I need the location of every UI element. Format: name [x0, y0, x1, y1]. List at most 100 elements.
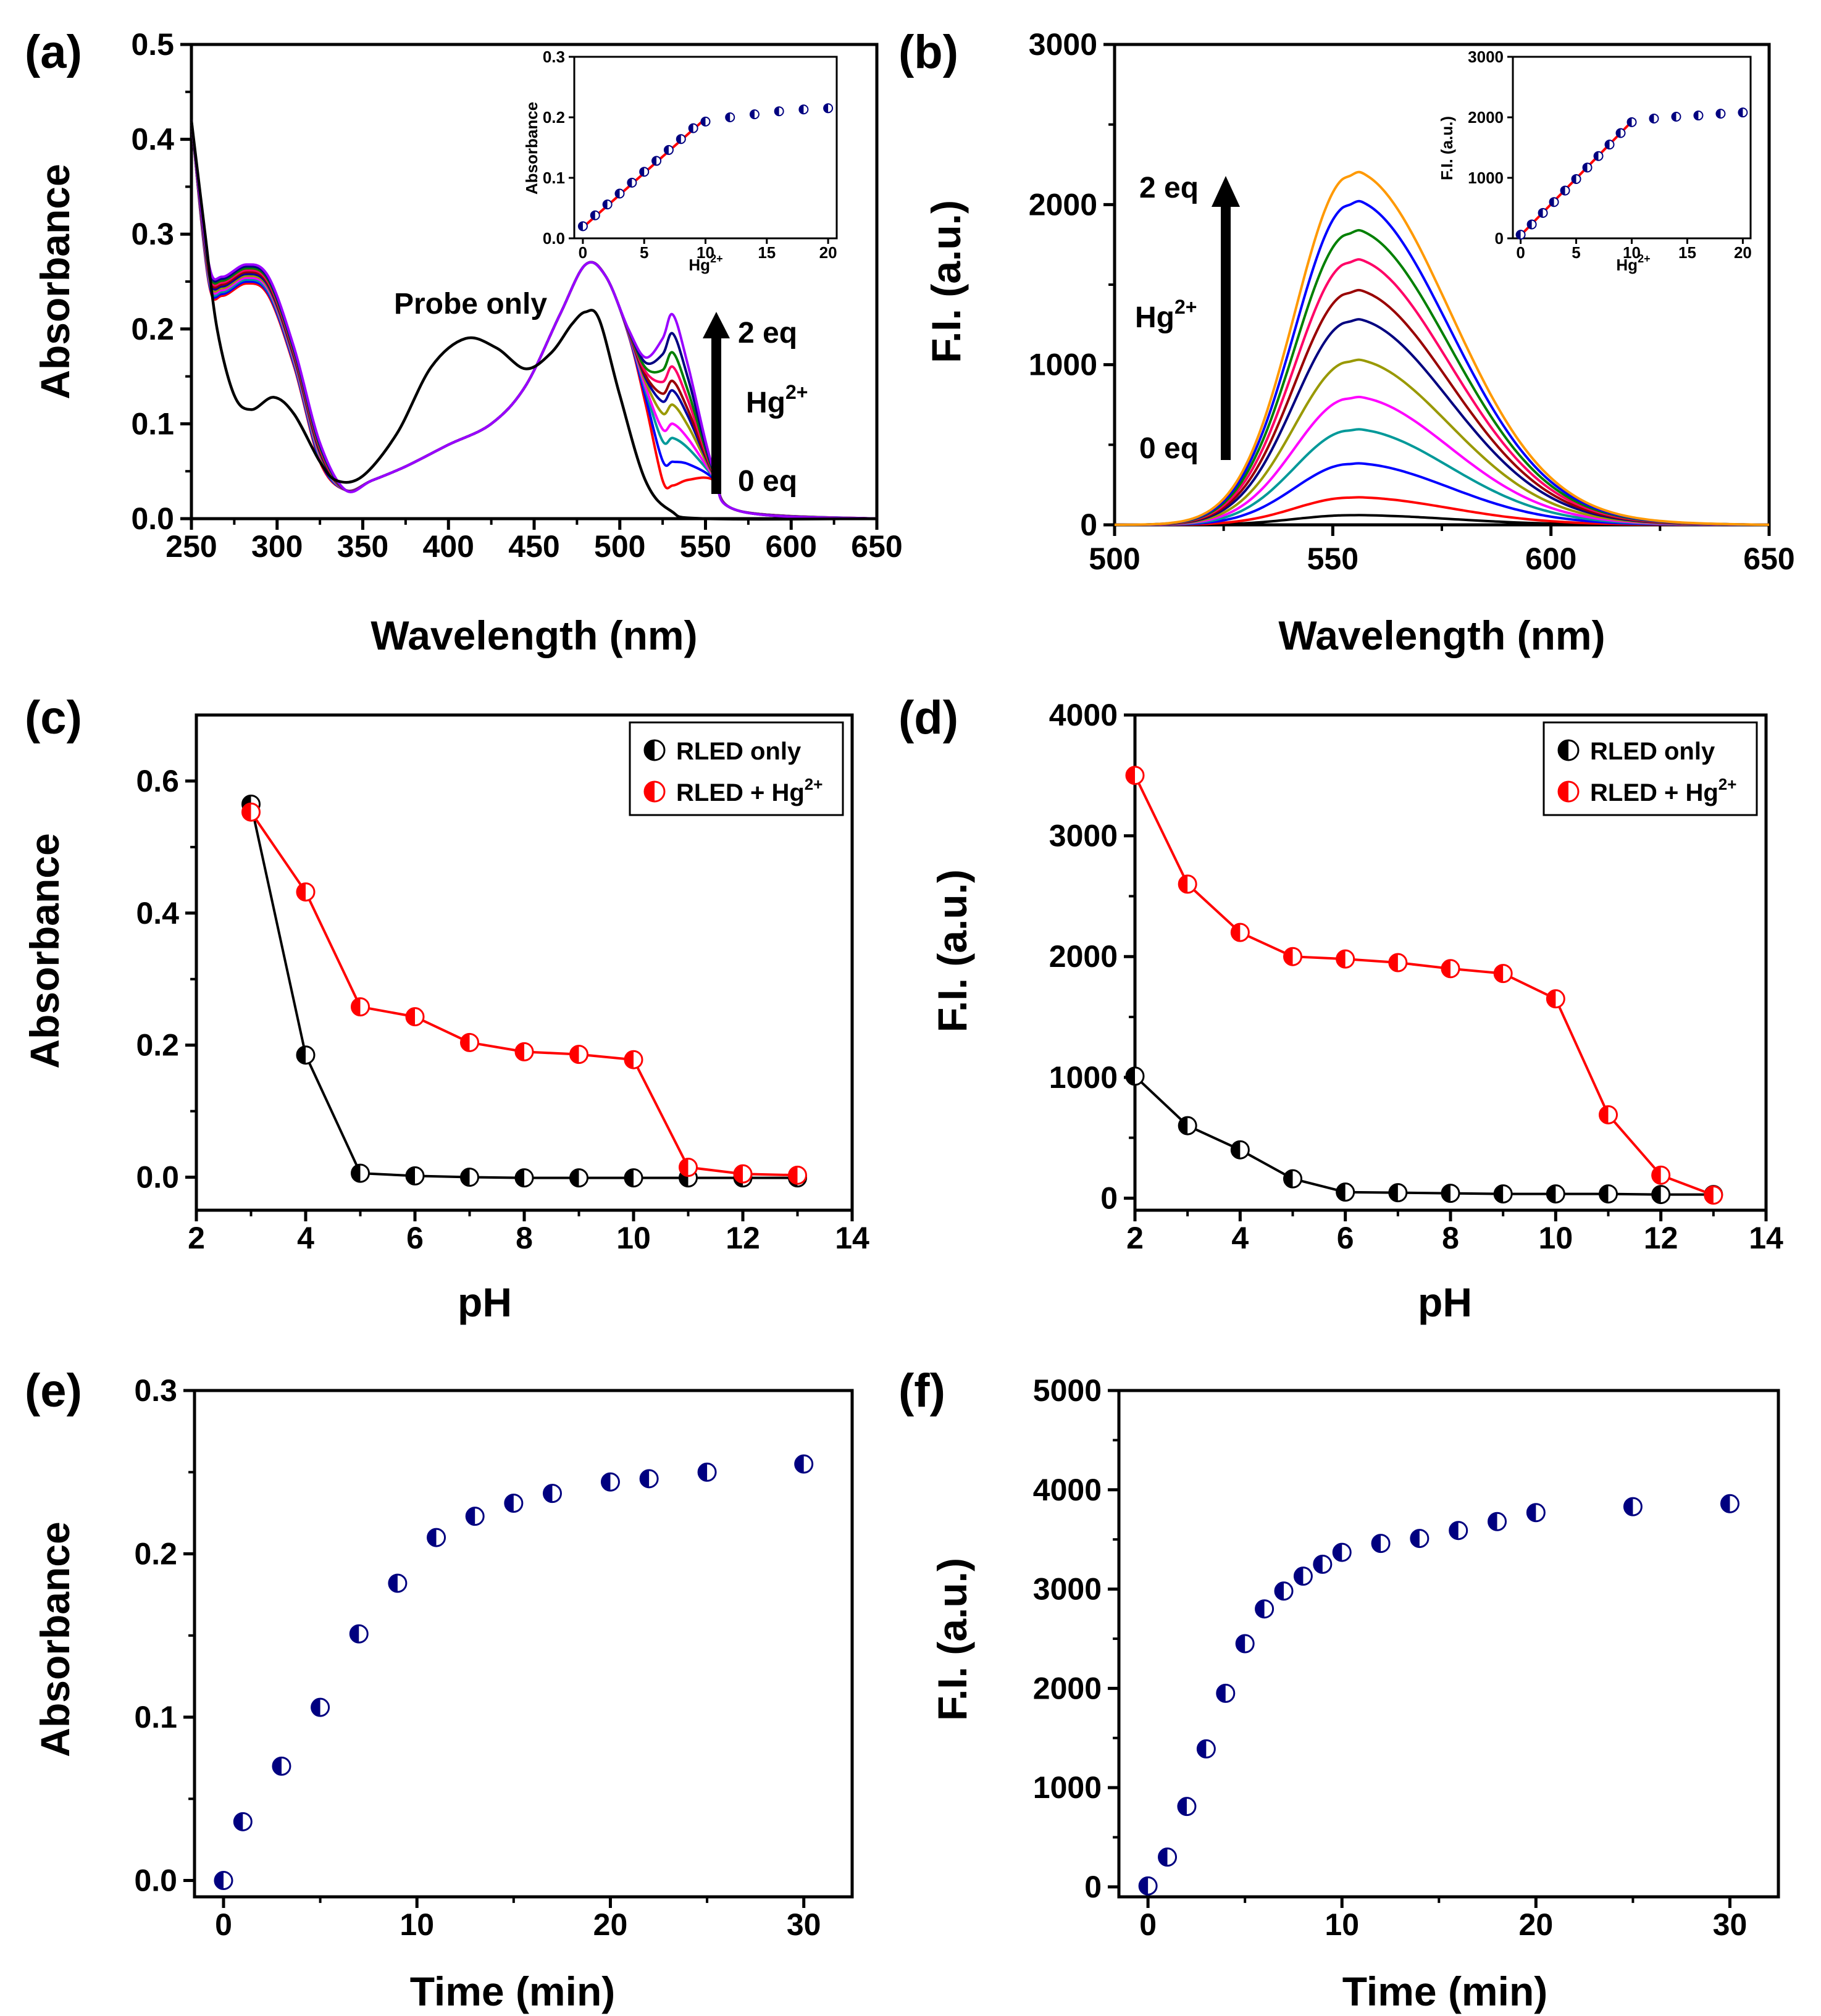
- panel-e: 0 10 20 30 0.0 0.1 0.2 0.3: [134, 1373, 854, 1942]
- y-tick-label: 0: [1080, 508, 1097, 542]
- data-point: [1313, 1554, 1333, 1574]
- y-tick-label: 0.0: [543, 229, 565, 248]
- panel-label-b: (b): [898, 26, 958, 78]
- inset-point-fill: [1527, 220, 1532, 229]
- inset-point-fill: [1583, 163, 1588, 172]
- legend-marker-hg-fill: [1559, 782, 1568, 801]
- data-point: [1449, 1521, 1468, 1541]
- inset-point: [627, 177, 637, 188]
- data-point-fill: [698, 1463, 708, 1481]
- inset-point: [590, 210, 600, 220]
- legend-label-hg-base: RLED + Hg: [1590, 779, 1718, 806]
- x-tick-label: 500: [1089, 542, 1140, 576]
- legend-label-hg-sup: 2+: [1718, 775, 1737, 793]
- y-tick-label: 3000: [1029, 27, 1097, 62]
- inset-point: [823, 103, 834, 114]
- inset-point-fill: [1738, 108, 1743, 117]
- data-point: [349, 1624, 369, 1644]
- annotation-2eq: 2 eq: [738, 317, 797, 349]
- series-point-fill: [1284, 948, 1293, 966]
- data-point: [1255, 1599, 1275, 1619]
- x-tick-label: 0: [1139, 1907, 1157, 1942]
- series-point: [679, 1157, 698, 1177]
- annotation-hg: Hg2+: [1135, 296, 1197, 334]
- series-point-fill: [516, 1043, 524, 1061]
- inset-point-fill: [774, 107, 779, 116]
- emission-line: [1115, 228, 1770, 526]
- spectrum-line: [190, 120, 877, 520]
- x-tick-label: 0: [579, 243, 587, 262]
- inset-point: [725, 112, 735, 122]
- series-point-fill: [1284, 1170, 1293, 1188]
- inset-point: [774, 106, 784, 117]
- data-point: [1720, 1494, 1739, 1513]
- inset-point-fill: [1572, 174, 1576, 183]
- series-line: [249, 803, 798, 1179]
- inset-point: [651, 156, 662, 166]
- legend-marker-hg: [643, 780, 666, 803]
- increase-arrow-head: [703, 312, 730, 338]
- legend-marker-only: [1557, 739, 1580, 761]
- x-tick-label: 5: [1572, 243, 1580, 262]
- y-tick-label: 0.1: [131, 406, 174, 441]
- inset-point: [1582, 162, 1593, 173]
- y-tick-label: 3000: [1468, 48, 1504, 66]
- series-line: [249, 811, 798, 1177]
- x-tick-label: 6: [1337, 1221, 1354, 1255]
- series-point-fill: [297, 883, 306, 901]
- y-tick-label: 1000: [1049, 1060, 1118, 1095]
- data-point: [214, 1871, 233, 1891]
- inset-point: [1649, 113, 1659, 123]
- series-point: [460, 1168, 479, 1187]
- legend-label-hg: RLED + Hg2+: [676, 775, 823, 806]
- inset-point-fill: [652, 156, 657, 165]
- legend-marker-only-fill: [1559, 740, 1568, 760]
- inset-point-fill: [824, 104, 829, 113]
- x-tick-label: 20: [1734, 243, 1752, 262]
- series-point-fill: [625, 1169, 634, 1187]
- series-point-fill: [1231, 924, 1241, 942]
- data-point-fill: [1216, 1684, 1226, 1702]
- data-point: [1371, 1534, 1391, 1554]
- x-tick-label: 12: [726, 1221, 760, 1255]
- series-point: [624, 1168, 643, 1188]
- inset-x-title-b-sup: 2+: [1638, 253, 1651, 265]
- inset-point: [1526, 219, 1537, 230]
- data-point-fill: [427, 1529, 437, 1547]
- series-point: [351, 1163, 370, 1183]
- inset-point-fill: [676, 135, 681, 144]
- series-point-fill: [242, 803, 251, 821]
- series-point: [351, 997, 370, 1017]
- inset-point: [1571, 174, 1581, 184]
- x-tick-label: 300: [251, 529, 303, 564]
- inset-point-fill: [799, 105, 804, 114]
- data-point-fill: [272, 1757, 282, 1775]
- data-point-fill: [311, 1699, 320, 1717]
- inset-point-fill: [1516, 230, 1521, 240]
- inset-point: [700, 116, 711, 127]
- data-point-fill: [350, 1625, 359, 1643]
- x-tick-label: 30: [787, 1907, 821, 1942]
- legend-box: [629, 721, 844, 816]
- series-point-fill: [1442, 1184, 1451, 1202]
- series-point: [788, 1165, 807, 1185]
- data-point-fill: [1275, 1582, 1284, 1600]
- data-point-fill: [1721, 1495, 1730, 1513]
- annotation-hg-base: Hg: [1135, 301, 1174, 334]
- series-point: [405, 1166, 425, 1186]
- y-axis-title-a: Absorbance: [32, 164, 78, 399]
- y-tick-label: 2000: [1033, 1671, 1102, 1705]
- inset-point-fill: [615, 189, 620, 198]
- y-tick-label: 0.3: [134, 1373, 177, 1408]
- panel-label-f: (f): [898, 1365, 945, 1417]
- x-tick-label: 8: [1442, 1221, 1459, 1255]
- data-point-fill: [1139, 1877, 1149, 1895]
- series-point: [1388, 953, 1408, 972]
- inset-y-title-b: F.I. (a.u.): [1438, 116, 1456, 180]
- legend-label-hg: RLED + Hg2+: [1590, 775, 1736, 806]
- inset-a: 0 5 10 15 20 0.0 0.1 0.2 0.3 Absorbance Hg2+: [522, 48, 838, 274]
- inset-point: [639, 167, 650, 177]
- series-point-fill: [1179, 875, 1188, 893]
- inset-point-fill: [1694, 111, 1699, 120]
